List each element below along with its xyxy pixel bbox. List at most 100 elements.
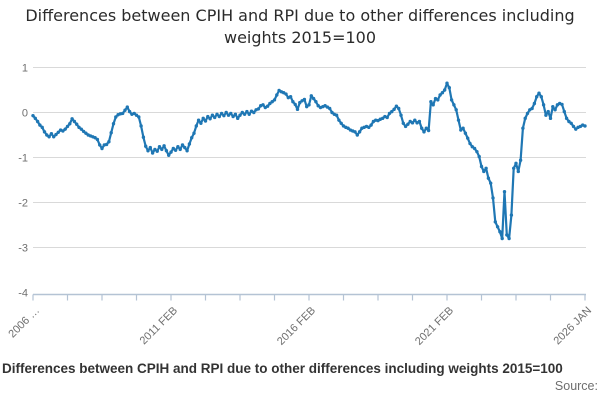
x-tick-label: 2011 FEB <box>138 305 181 348</box>
data-point <box>192 131 196 135</box>
data-point <box>380 116 385 121</box>
data-point <box>215 112 219 117</box>
data-point <box>472 146 477 151</box>
data-point <box>284 92 288 96</box>
data-point <box>173 148 178 152</box>
data-point <box>406 122 410 126</box>
data-point <box>47 135 51 139</box>
data-point <box>495 225 500 229</box>
data-point <box>56 130 60 134</box>
data-point <box>443 88 447 92</box>
data-point <box>466 136 470 140</box>
data-point <box>160 147 164 152</box>
data-point <box>521 126 525 130</box>
data-point <box>459 128 463 132</box>
x-axis-group <box>32 293 586 301</box>
data-point <box>233 112 238 117</box>
data-point <box>295 107 300 112</box>
cpih-rpi-line-chart: 1 0 -1 -2 -3 -4 2006 … 2011 FEB 2016 FEB 2021 FEB… <box>6 63 594 348</box>
data-point <box>482 169 486 174</box>
data-point <box>125 105 129 109</box>
data-point <box>539 95 543 99</box>
data-point <box>31 113 35 118</box>
data-point <box>265 104 270 108</box>
data-point <box>114 115 118 119</box>
data-point <box>551 104 555 109</box>
data-point <box>461 126 465 130</box>
data-point <box>61 129 65 133</box>
data-point <box>574 127 578 131</box>
data-point <box>452 103 456 107</box>
data-point <box>148 145 152 150</box>
data-point <box>77 125 81 130</box>
data-point <box>535 95 539 99</box>
data-point <box>134 113 139 117</box>
data-point <box>109 131 113 135</box>
data-point <box>484 166 488 170</box>
data-point <box>302 97 307 102</box>
data-point <box>42 130 47 134</box>
data-point <box>548 116 553 121</box>
data-point <box>399 113 403 117</box>
data-point <box>530 106 534 111</box>
data-point <box>40 125 44 130</box>
data-point <box>311 96 316 101</box>
data-point <box>208 117 212 121</box>
gridlines-group <box>33 67 586 248</box>
data-point <box>111 122 116 126</box>
data-point <box>569 121 573 126</box>
data-point <box>500 236 504 241</box>
data-point <box>72 119 77 124</box>
y-tick-label: -3 <box>18 243 28 255</box>
data-point <box>35 119 40 124</box>
data-point <box>196 118 201 122</box>
data-point <box>121 111 125 116</box>
data-point <box>463 131 468 135</box>
data-point <box>426 128 431 133</box>
data-point <box>127 109 132 114</box>
data-point <box>445 81 449 85</box>
data-point <box>222 113 226 118</box>
data-point <box>256 107 261 111</box>
data-point <box>183 145 187 150</box>
data-point <box>33 116 37 121</box>
data-point <box>185 149 189 153</box>
data-point <box>479 164 484 169</box>
data-point <box>206 114 210 119</box>
y-tick-label: -2 <box>18 198 28 210</box>
data-point <box>203 119 208 123</box>
footer-caption: Differences between CPIH and RPI due to … <box>2 361 563 376</box>
data-point <box>367 125 371 130</box>
data-point <box>167 153 171 157</box>
data-point <box>45 133 49 137</box>
data-point <box>560 102 564 107</box>
data-point <box>169 150 173 154</box>
data-series-group <box>31 81 587 241</box>
data-point <box>390 109 394 114</box>
data-point <box>49 131 54 136</box>
chart-title: Differences between CPIH and RPI due to … <box>25 6 575 47</box>
data-point <box>155 149 159 153</box>
data-point <box>275 93 279 97</box>
data-point <box>229 111 233 116</box>
data-point <box>54 132 58 137</box>
data-point <box>498 230 502 234</box>
data-point <box>305 104 309 109</box>
y-tick-label: 0 <box>22 108 28 120</box>
data-point <box>470 145 474 149</box>
data-point <box>417 119 422 124</box>
data-point <box>562 109 566 114</box>
data-point <box>346 126 350 130</box>
data-point <box>429 100 433 104</box>
data-point <box>272 98 277 102</box>
data-point <box>394 104 399 108</box>
data-point <box>139 124 143 128</box>
data-point <box>387 111 392 116</box>
data-point <box>213 115 217 120</box>
data-point <box>52 135 56 139</box>
data-point <box>410 121 415 125</box>
data-point <box>422 130 426 134</box>
x-tick-label: 2016 FEB <box>275 305 318 348</box>
data-point <box>489 181 493 185</box>
